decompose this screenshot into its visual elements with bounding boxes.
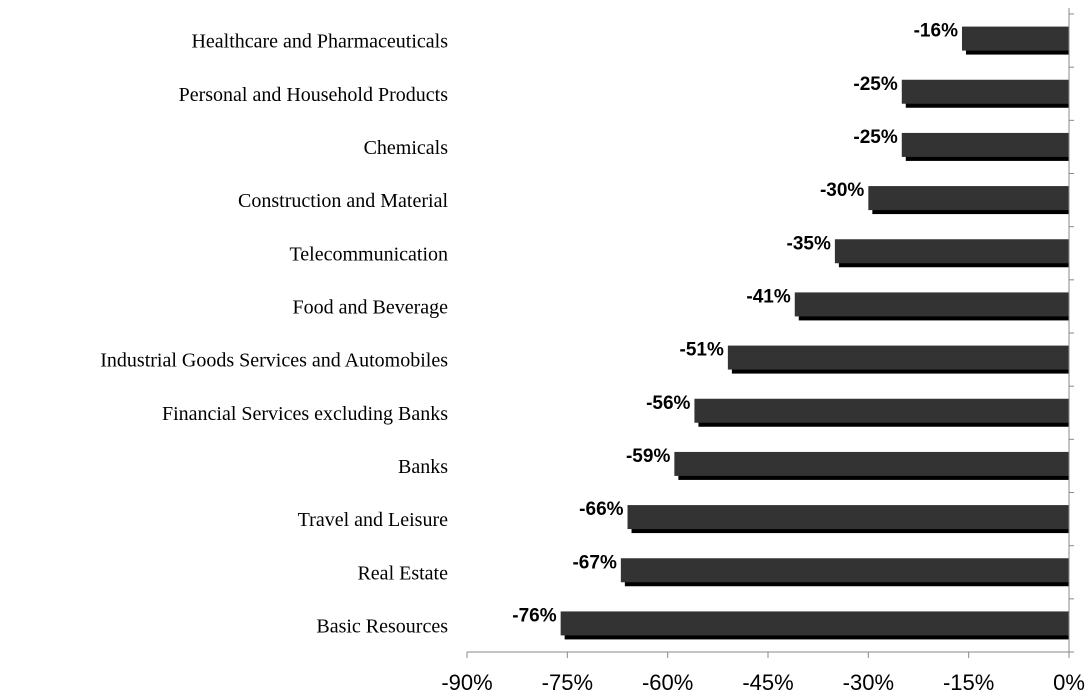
data-label: -67% <box>572 552 616 573</box>
bar <box>868 186 1069 211</box>
data-label: -30% <box>820 180 864 201</box>
category-label: Construction and Material <box>238 190 448 212</box>
x-tick-label: -60% <box>642 670 693 695</box>
x-axis: -90% -75% -60% -45% -30% -15% 0% <box>441 8 1085 695</box>
x-tick-label: 0% <box>1053 670 1085 695</box>
x-tick-label: -15% <box>943 670 994 695</box>
data-label: -25% <box>853 127 897 148</box>
data-label: -66% <box>579 499 623 520</box>
data-label: -25% <box>853 74 897 95</box>
bar <box>620 558 1069 583</box>
data-label: -35% <box>787 233 831 254</box>
category-label: Food and Beverage <box>292 296 448 318</box>
bar <box>794 292 1069 317</box>
category-label: Telecommunication <box>289 243 448 265</box>
category-label: Healthcare and Pharmaceuticals <box>191 31 448 53</box>
data-label: -41% <box>746 286 790 307</box>
data-label: -56% <box>646 393 690 414</box>
category-label: Banks <box>398 456 448 478</box>
bar <box>901 79 1069 104</box>
x-tick-label: -75% <box>542 670 593 695</box>
x-tick-label: -45% <box>742 670 793 695</box>
category-label: Financial Services excluding Banks <box>162 403 448 425</box>
bar <box>694 398 1069 423</box>
category-label: Industrial Goods Services and Automobile… <box>100 350 448 372</box>
bar <box>674 451 1069 476</box>
data-label: -51% <box>680 340 724 361</box>
labels-layer: Healthcare and Pharmaceuticals -16% Person… <box>100 21 958 638</box>
category-label: Personal and Household Products <box>179 84 449 106</box>
bar <box>961 26 1069 51</box>
x-tick-label: -30% <box>843 670 894 695</box>
data-label: -16% <box>914 21 958 42</box>
x-tick-label: -90% <box>441 670 492 695</box>
category-label: Real Estate <box>357 562 448 584</box>
category-label: Chemicals <box>364 137 449 159</box>
category-label: Basic Resources <box>316 615 448 637</box>
bar <box>560 611 1069 636</box>
data-label: -59% <box>626 446 670 467</box>
category-label: Travel and Leisure <box>298 509 448 531</box>
bar <box>627 505 1069 530</box>
bars-layer <box>560 26 1069 640</box>
bar <box>901 132 1069 157</box>
bar <box>727 345 1069 370</box>
data-label: -76% <box>512 605 556 626</box>
bar <box>834 239 1069 264</box>
